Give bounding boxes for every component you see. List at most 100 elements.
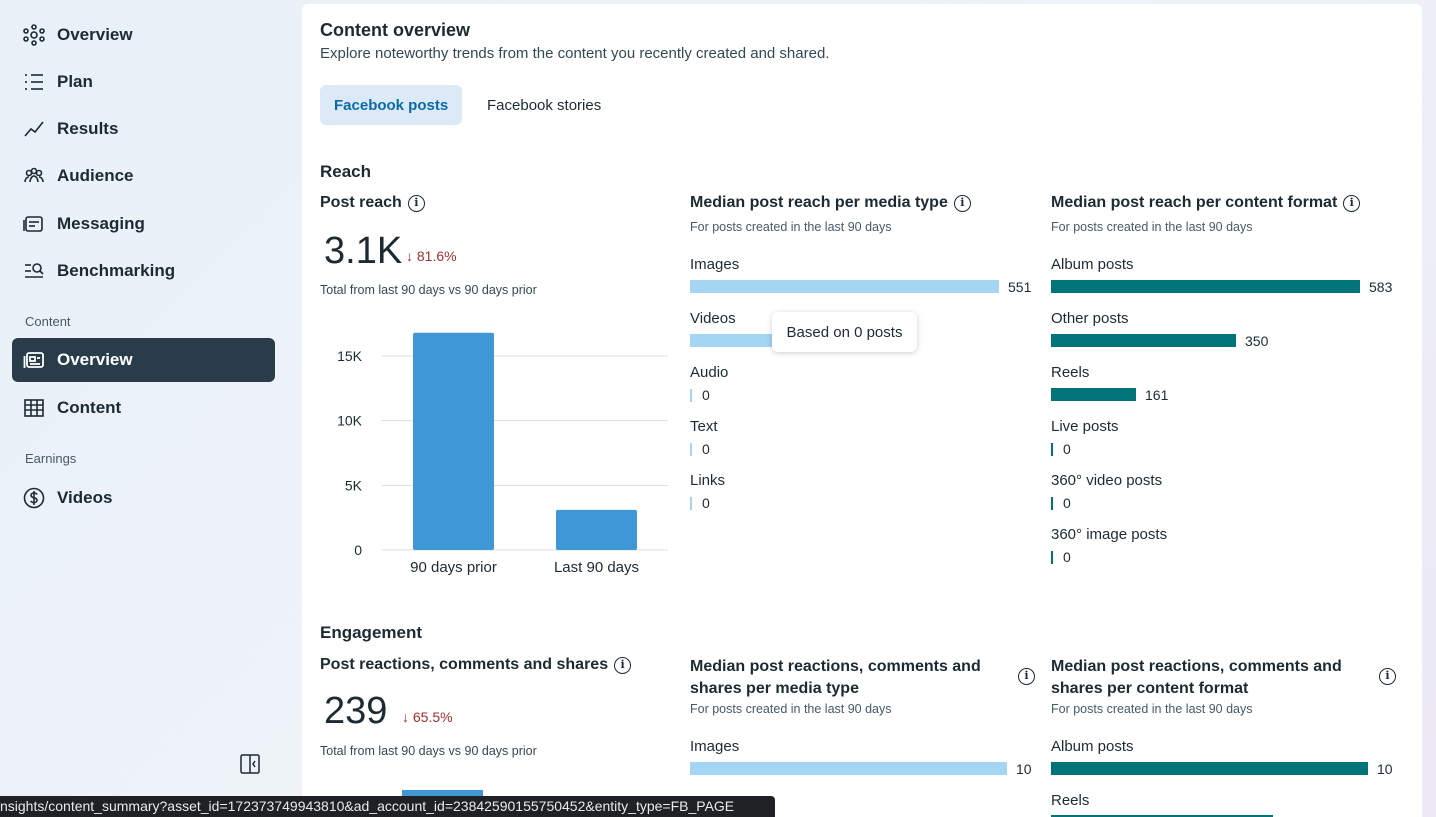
format-row-value: 0 bbox=[1063, 549, 1071, 565]
tab-facebook-stories[interactable]: Facebook stories bbox=[487, 96, 602, 114]
post-rcs-delta-value: 65.5% bbox=[412, 709, 453, 725]
nav-label: Results bbox=[57, 119, 119, 138]
media-bar-videos[interactable] bbox=[690, 334, 780, 347]
format-bar-360-video[interactable] bbox=[1051, 497, 1053, 510]
nav-label: Benchmarking bbox=[57, 261, 176, 280]
format-row-value: 350 bbox=[1245, 333, 1269, 349]
arrow-down-icon: ↓ bbox=[406, 248, 413, 264]
info-icon[interactable]: i bbox=[953, 194, 971, 212]
page-title: Content overview bbox=[320, 20, 471, 40]
post-reach-value: 3.1K bbox=[324, 230, 403, 272]
format-row-label: 360° video posts bbox=[1051, 472, 1163, 489]
format-row-label: 360° image posts bbox=[1051, 526, 1168, 543]
nav-label: Audience bbox=[57, 166, 134, 185]
eng-media-type-title: Median post reactions, comments and shar… bbox=[690, 656, 1035, 700]
eng-media-subtitle: For posts created in the last 90 days bbox=[690, 702, 892, 716]
media-row-label: Audio bbox=[690, 364, 729, 381]
content-format-title: Median post reach per content format i bbox=[1051, 194, 1361, 212]
eng-format-bar-reels[interactable] bbox=[1051, 815, 1273, 817]
browser-status-url: nsights/content_summary?asset_id=1723737… bbox=[0, 796, 775, 817]
format-row-label: Other posts bbox=[1051, 310, 1129, 327]
nav-audience[interactable]: Audience bbox=[12, 154, 275, 198]
eng-format-title-line1: Median post reactions, comments and bbox=[1051, 658, 1342, 675]
format-bar-live[interactable] bbox=[1051, 443, 1053, 456]
tab-facebook-posts[interactable]: Facebook posts bbox=[320, 85, 463, 125]
dollar-icon bbox=[22, 486, 46, 510]
nav-label: Messaging bbox=[57, 214, 145, 233]
chart-bar[interactable] bbox=[413, 332, 494, 550]
collapse-sidebar-icon[interactable] bbox=[238, 752, 262, 776]
media-row-label: Links bbox=[690, 472, 726, 489]
info-icon[interactable]: i bbox=[407, 194, 425, 212]
media-bar-images[interactable] bbox=[690, 280, 999, 293]
media-type-title-text: Median post reach per media type bbox=[690, 194, 948, 211]
content-overview-icon bbox=[22, 348, 46, 372]
y-tick-label: 0 bbox=[354, 542, 362, 558]
network-icon bbox=[22, 23, 46, 47]
post-rcs-value: 239 bbox=[324, 690, 388, 732]
eng-media-bar-images[interactable] bbox=[690, 762, 1007, 775]
nav-overview[interactable]: Overview bbox=[12, 13, 275, 57]
format-bar-360-image[interactable] bbox=[1051, 551, 1053, 564]
info-icon[interactable]: i bbox=[1018, 668, 1035, 685]
content-format-title-text: Median post reach per content format bbox=[1051, 194, 1338, 211]
engagement-section-title: Engagement bbox=[320, 623, 423, 642]
post-rcs-note: Total from last 90 days vs 90 days prior bbox=[320, 744, 537, 758]
benchmark-icon bbox=[22, 259, 46, 283]
info-icon[interactable]: i bbox=[614, 656, 632, 674]
eng-format-bar-album[interactable] bbox=[1051, 762, 1368, 775]
media-bar-links[interactable] bbox=[690, 497, 692, 510]
y-tick-label: 15K bbox=[337, 348, 363, 364]
nav-label: Plan bbox=[57, 72, 93, 91]
chart-bar[interactable] bbox=[556, 509, 637, 550]
section-content-label: Content bbox=[25, 314, 71, 329]
nav-content[interactable]: Content bbox=[12, 386, 275, 430]
eng-content-format-title: Median post reactions, comments and shar… bbox=[1051, 656, 1396, 700]
eng-format-title-line2: shares per content format bbox=[1051, 680, 1249, 697]
nav-content-overview[interactable]: Overview bbox=[12, 338, 275, 382]
media-type-title: Median post reach per media type i bbox=[690, 194, 971, 212]
eng-format-title-text: Median post reactions, comments and shar… bbox=[1051, 656, 1373, 700]
media-bar-audio[interactable] bbox=[690, 389, 692, 402]
list-icon bbox=[22, 70, 46, 94]
nav-messaging[interactable]: Messaging bbox=[12, 202, 275, 246]
content-overview-card: Content overview Explore noteworthy tren… bbox=[302, 4, 1422, 817]
post-rcs-title: Post reactions, comments and shares i bbox=[320, 656, 632, 674]
people-icon bbox=[22, 164, 46, 188]
nav-label: Overview bbox=[57, 350, 133, 369]
format-bar-reels[interactable] bbox=[1051, 388, 1136, 401]
section-earnings-label: Earnings bbox=[25, 451, 77, 466]
format-bar-other[interactable] bbox=[1051, 334, 1236, 347]
nav-plan[interactable]: Plan bbox=[12, 60, 275, 104]
info-icon[interactable]: i bbox=[1343, 194, 1361, 212]
eng-media-title-line2: shares per media type bbox=[690, 680, 859, 697]
nav-videos[interactable]: Videos bbox=[12, 476, 275, 520]
post-reach-delta-value: 81.6% bbox=[416, 248, 457, 264]
format-bar-album[interactable] bbox=[1051, 280, 1360, 293]
nav-benchmarking[interactable]: Benchmarking bbox=[12, 249, 275, 293]
sidebar: Overview Plan Results Audience Messaging… bbox=[0, 0, 290, 817]
eng-format-row-label: Album posts bbox=[1051, 738, 1134, 755]
media-row-value: 0 bbox=[702, 441, 710, 457]
format-row-label: Reels bbox=[1051, 364, 1090, 381]
eng-media-row-value: 10 bbox=[1016, 761, 1032, 777]
media-row-value: 0 bbox=[702, 495, 710, 511]
nav-results[interactable]: Results bbox=[12, 107, 275, 151]
x-tick-label: 90 days prior bbox=[410, 559, 497, 576]
media-bar-text[interactable] bbox=[690, 443, 692, 456]
format-row-value: 0 bbox=[1063, 495, 1071, 511]
arrow-down-icon: ↓ bbox=[402, 709, 409, 725]
eng-media-row-label: Images bbox=[690, 738, 740, 755]
eng-format-subtitle: For posts created in the last 90 days bbox=[1051, 702, 1253, 716]
media-row-value: 0 bbox=[702, 387, 710, 403]
table-icon bbox=[22, 396, 46, 420]
format-row-value: 0 bbox=[1063, 441, 1071, 457]
media-row-label: Videos bbox=[690, 310, 736, 327]
content-format-subtitle: For posts created in the last 90 days bbox=[1051, 220, 1253, 234]
nav-label: Videos bbox=[57, 488, 113, 507]
y-tick-label: 10K bbox=[337, 413, 363, 429]
eng-format-row-label: Reels bbox=[1051, 792, 1090, 809]
page-subtitle: Explore noteworthy trends from the conte… bbox=[320, 45, 830, 62]
info-icon[interactable]: i bbox=[1379, 668, 1396, 685]
eng-media-title-line1: Median post reactions, comments and bbox=[690, 658, 981, 675]
